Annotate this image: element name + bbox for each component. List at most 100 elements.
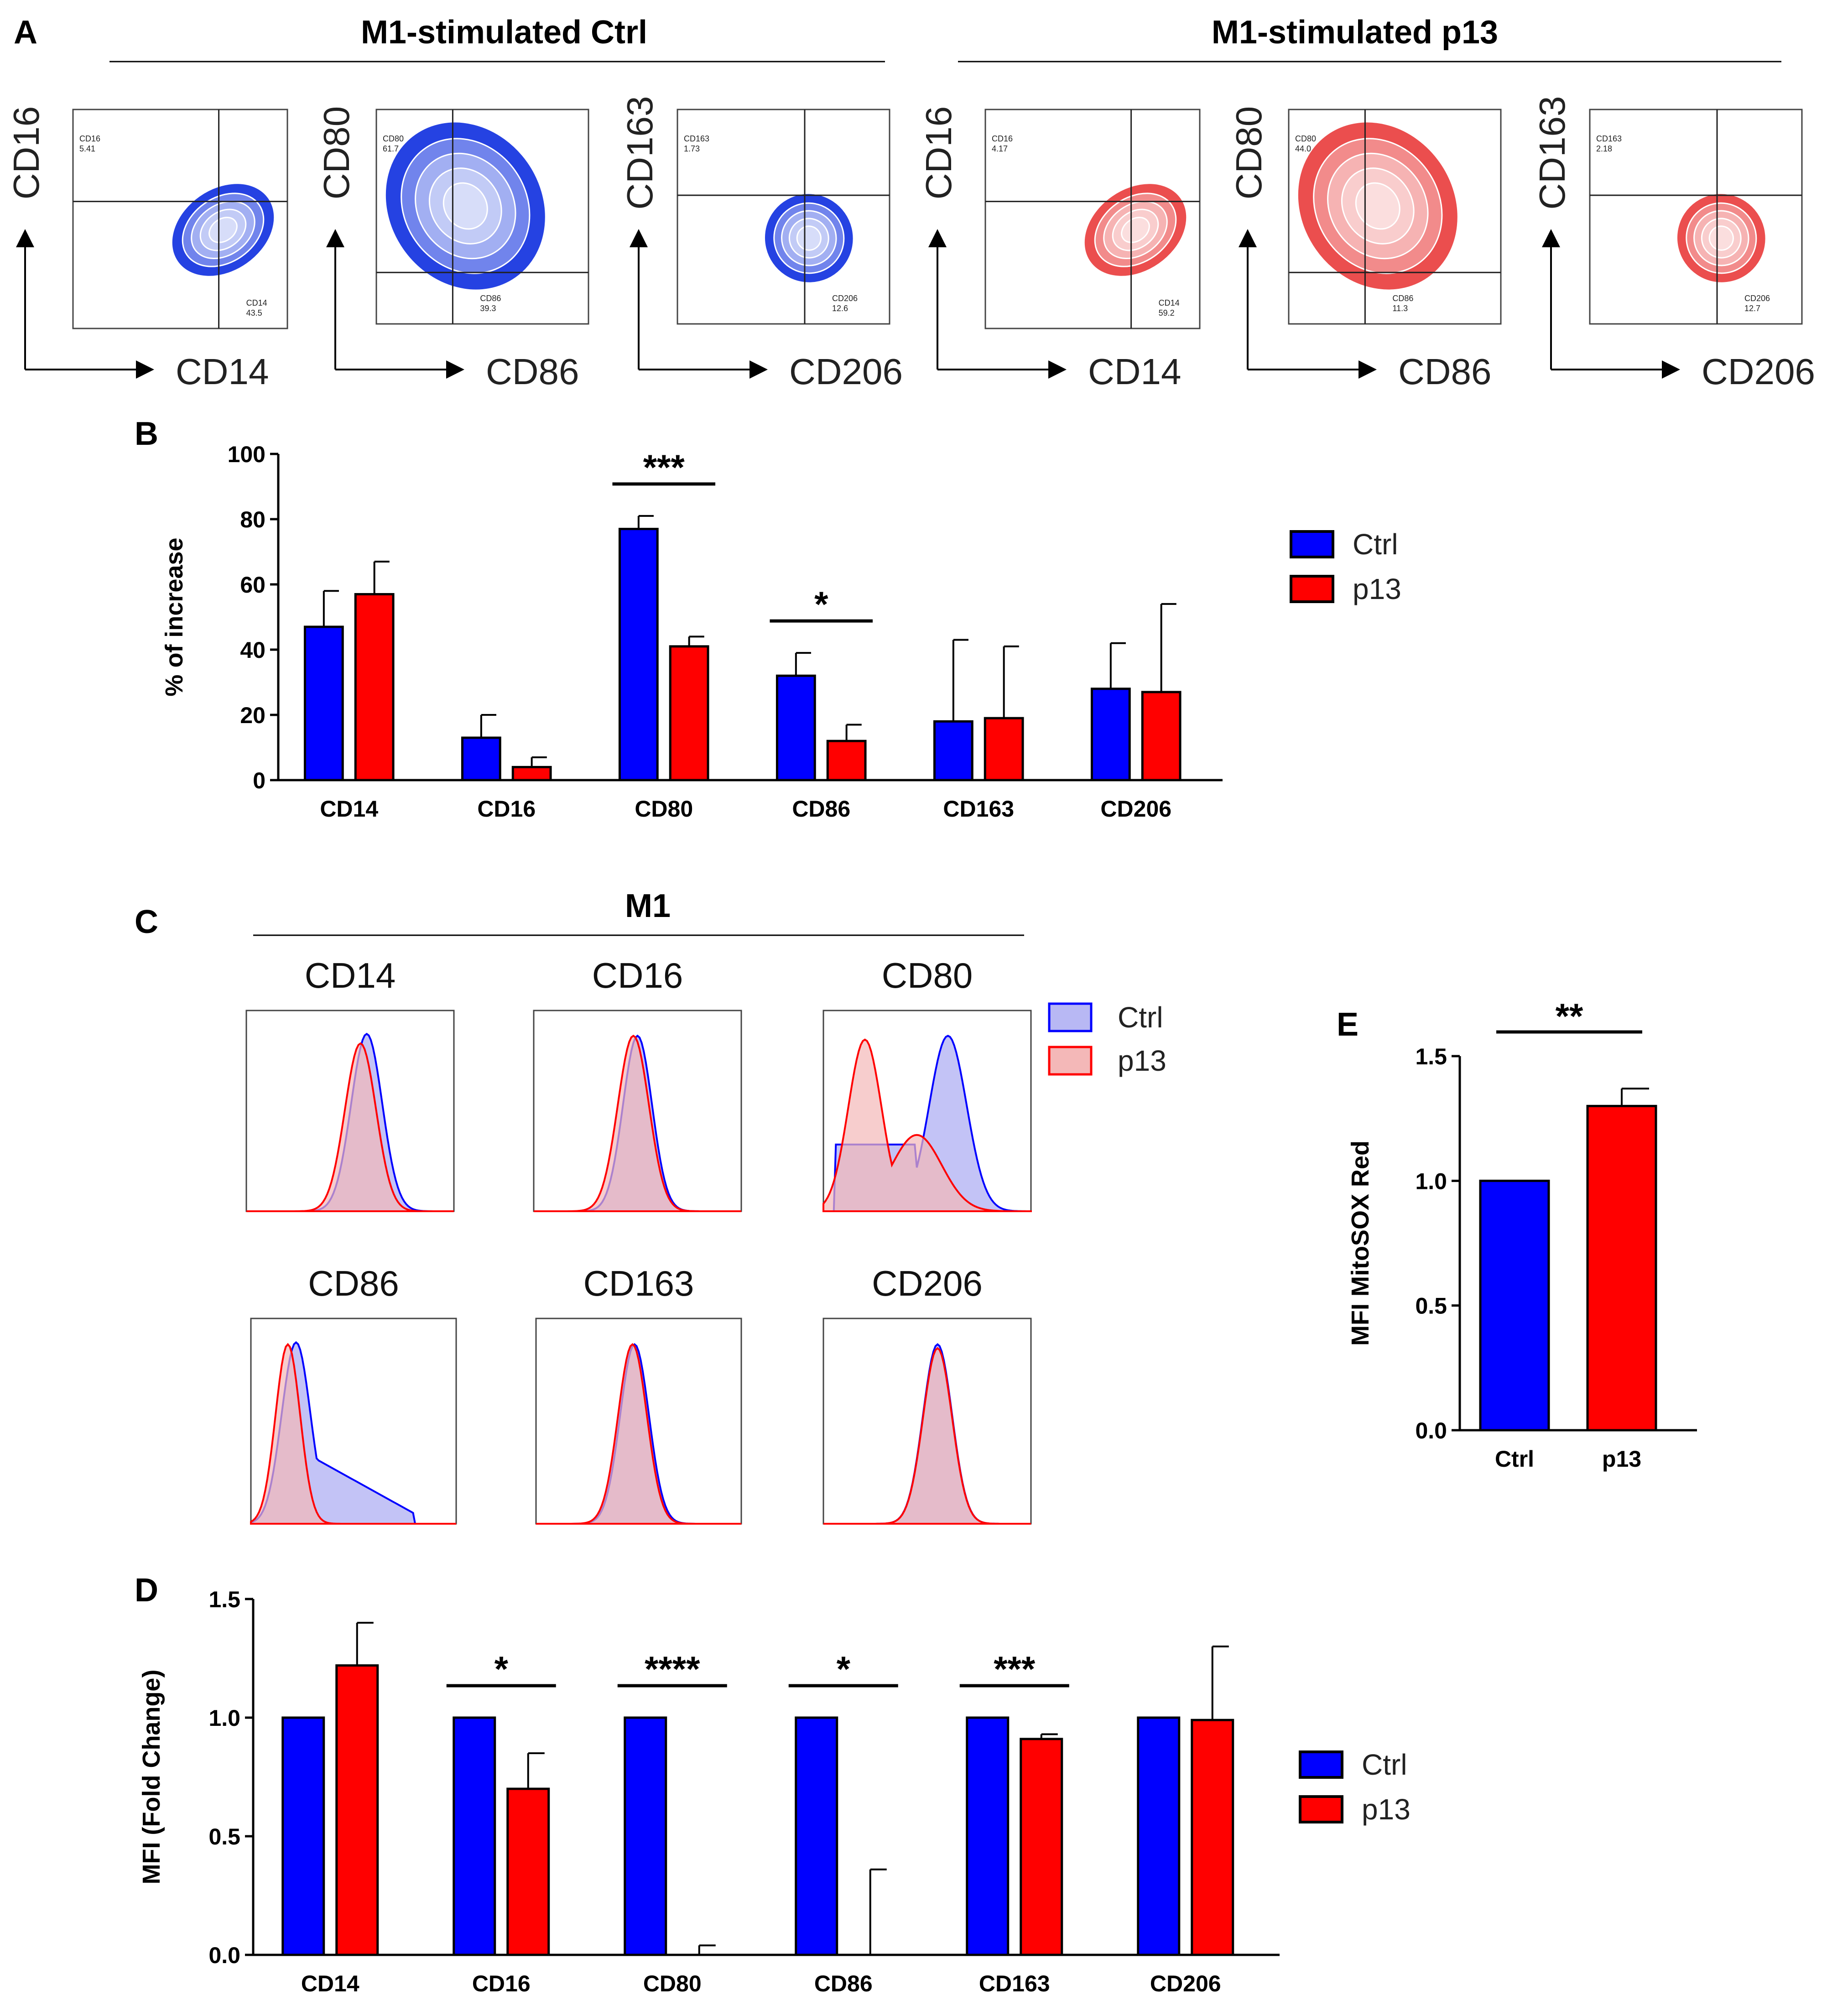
panel-c-legend: Ctrl p13	[1048, 1001, 1166, 1077]
legend-p13-label: p13	[1118, 1044, 1166, 1077]
legend-swatch	[1290, 530, 1334, 558]
p13-histogram	[822, 1038, 1031, 1212]
gate-value: 12.7	[1744, 304, 1760, 313]
bar	[453, 1716, 496, 1956]
bar	[776, 674, 816, 781]
x-axis-label: CD86	[1398, 351, 1492, 392]
contour-ring	[442, 182, 488, 230]
bar	[1479, 1179, 1550, 1432]
y-tick-label: 1.0	[1415, 1168, 1447, 1194]
x-tick-label: CD80	[635, 796, 693, 822]
gate-value: 2.18	[1596, 144, 1612, 153]
gate-value: 4.17	[992, 144, 1008, 153]
x-tick-label: Ctrl	[1495, 1446, 1534, 1472]
bar	[335, 1664, 379, 1956]
gate-value: 5.41	[79, 144, 95, 153]
panel-a-p13-title: M1-stimulated p13	[1212, 14, 1498, 51]
p13-histogram	[823, 1347, 1031, 1525]
contour-ring	[796, 225, 822, 251]
histogram: CD86	[250, 1263, 457, 1525]
contour-ring	[1686, 202, 1757, 274]
y-tick-label: 0.5	[1415, 1293, 1447, 1319]
contour-ring	[208, 217, 238, 243]
contour-ring	[1121, 217, 1150, 243]
histogram-title: CD14	[305, 955, 396, 995]
x-tick-label: CD14	[301, 1971, 359, 1996]
histogram: CD163	[535, 1263, 742, 1525]
x-tick-label: CD16	[477, 796, 536, 822]
chart-b-ylabel: % of increase	[161, 537, 188, 696]
contour-ring	[182, 193, 265, 267]
y-tick-label: 20	[240, 703, 265, 728]
contour-ring	[1701, 218, 1742, 259]
y-axis-label: CD80	[1228, 106, 1269, 200]
y-tick-label: 0.0	[1415, 1418, 1447, 1443]
y-axis-label: CD163	[619, 96, 660, 209]
gate-value: 39.3	[480, 304, 496, 313]
gate-value: 11.3	[1392, 304, 1408, 313]
x-tick-label: CD16	[472, 1971, 531, 1996]
histogram: CD206	[822, 1263, 1032, 1525]
y-tick-label: 0	[253, 768, 265, 793]
gate-value: 1.73	[684, 144, 700, 153]
histogram-title: CD163	[583, 1263, 694, 1303]
legend-ctrl-swatch	[1048, 1002, 1093, 1032]
bar	[669, 645, 709, 781]
gate-value: 61.7	[383, 144, 399, 153]
gate-name: CD163	[1596, 134, 1622, 143]
significance-label: **	[1556, 996, 1583, 1036]
histogram: CD80	[822, 955, 1032, 1212]
x-axis-label: CD86	[486, 351, 579, 392]
bar	[984, 717, 1024, 781]
histogram-title: CD206	[872, 1263, 983, 1303]
bar	[506, 1787, 550, 1956]
p13-histogram	[534, 1034, 741, 1212]
contour-ring	[1327, 152, 1429, 260]
chart-e-ylabel: MFI MitoSOX Red	[1347, 1141, 1374, 1346]
y-axis-label: CD80	[316, 106, 357, 200]
bar	[461, 736, 501, 781]
gate-name: CD16	[992, 134, 1013, 143]
gate-name: CD86	[480, 294, 501, 303]
chart-e: MFI MitoSOX Red 0.0 0.5 1.0 1.5 Ctrl p13 **	[1347, 996, 1697, 1472]
bar	[1020, 1738, 1063, 1956]
y-tick-label: 0.0	[208, 1943, 240, 1968]
gate-value: 59.2	[1159, 308, 1175, 318]
contour-ring	[401, 138, 531, 274]
x-tick-label: CD206	[1150, 1971, 1221, 1996]
y-tick-label: 1.5	[208, 1587, 240, 1612]
x-axis-label: CD206	[789, 351, 903, 392]
x-tick-label: CD14	[320, 796, 378, 822]
x-axis-label: CD14	[176, 351, 269, 392]
gate-name: CD206	[832, 294, 858, 303]
bar	[1191, 1719, 1234, 1956]
gate-name: CD14	[246, 298, 267, 307]
chart-d-ylabel: MFI (Fold Change)	[138, 1670, 165, 1885]
bar	[303, 625, 344, 781]
contour-ring	[385, 122, 545, 290]
significance-label: *	[837, 1649, 851, 1689]
bar	[511, 766, 552, 781]
y-tick-label: 80	[240, 507, 265, 532]
contour-ring	[1094, 193, 1177, 267]
flow-plots: CD165.41CD1443.5CD16CD14CD8061.7CD8639.3…	[6, 96, 1815, 392]
legend-label: p13	[1353, 573, 1401, 605]
contour-ring	[773, 202, 845, 274]
x-tick-label: CD86	[792, 796, 850, 822]
x-tick-label: CD206	[1100, 796, 1171, 822]
histogram-title: CD80	[882, 955, 973, 995]
significance-label: ***	[994, 1649, 1036, 1689]
contour-ring	[1341, 167, 1415, 245]
bar	[795, 1716, 838, 1956]
gate-name: CD86	[1392, 294, 1413, 303]
contour-ring	[1708, 225, 1734, 251]
histogram-grid: CD14 CD16 CD80 CD86 CD163 CD206	[245, 955, 1032, 1525]
gate-name: CD16	[79, 134, 100, 143]
y-tick-label: 60	[240, 572, 265, 598]
bar	[933, 720, 973, 781]
gate-value: 44.0	[1295, 144, 1311, 153]
